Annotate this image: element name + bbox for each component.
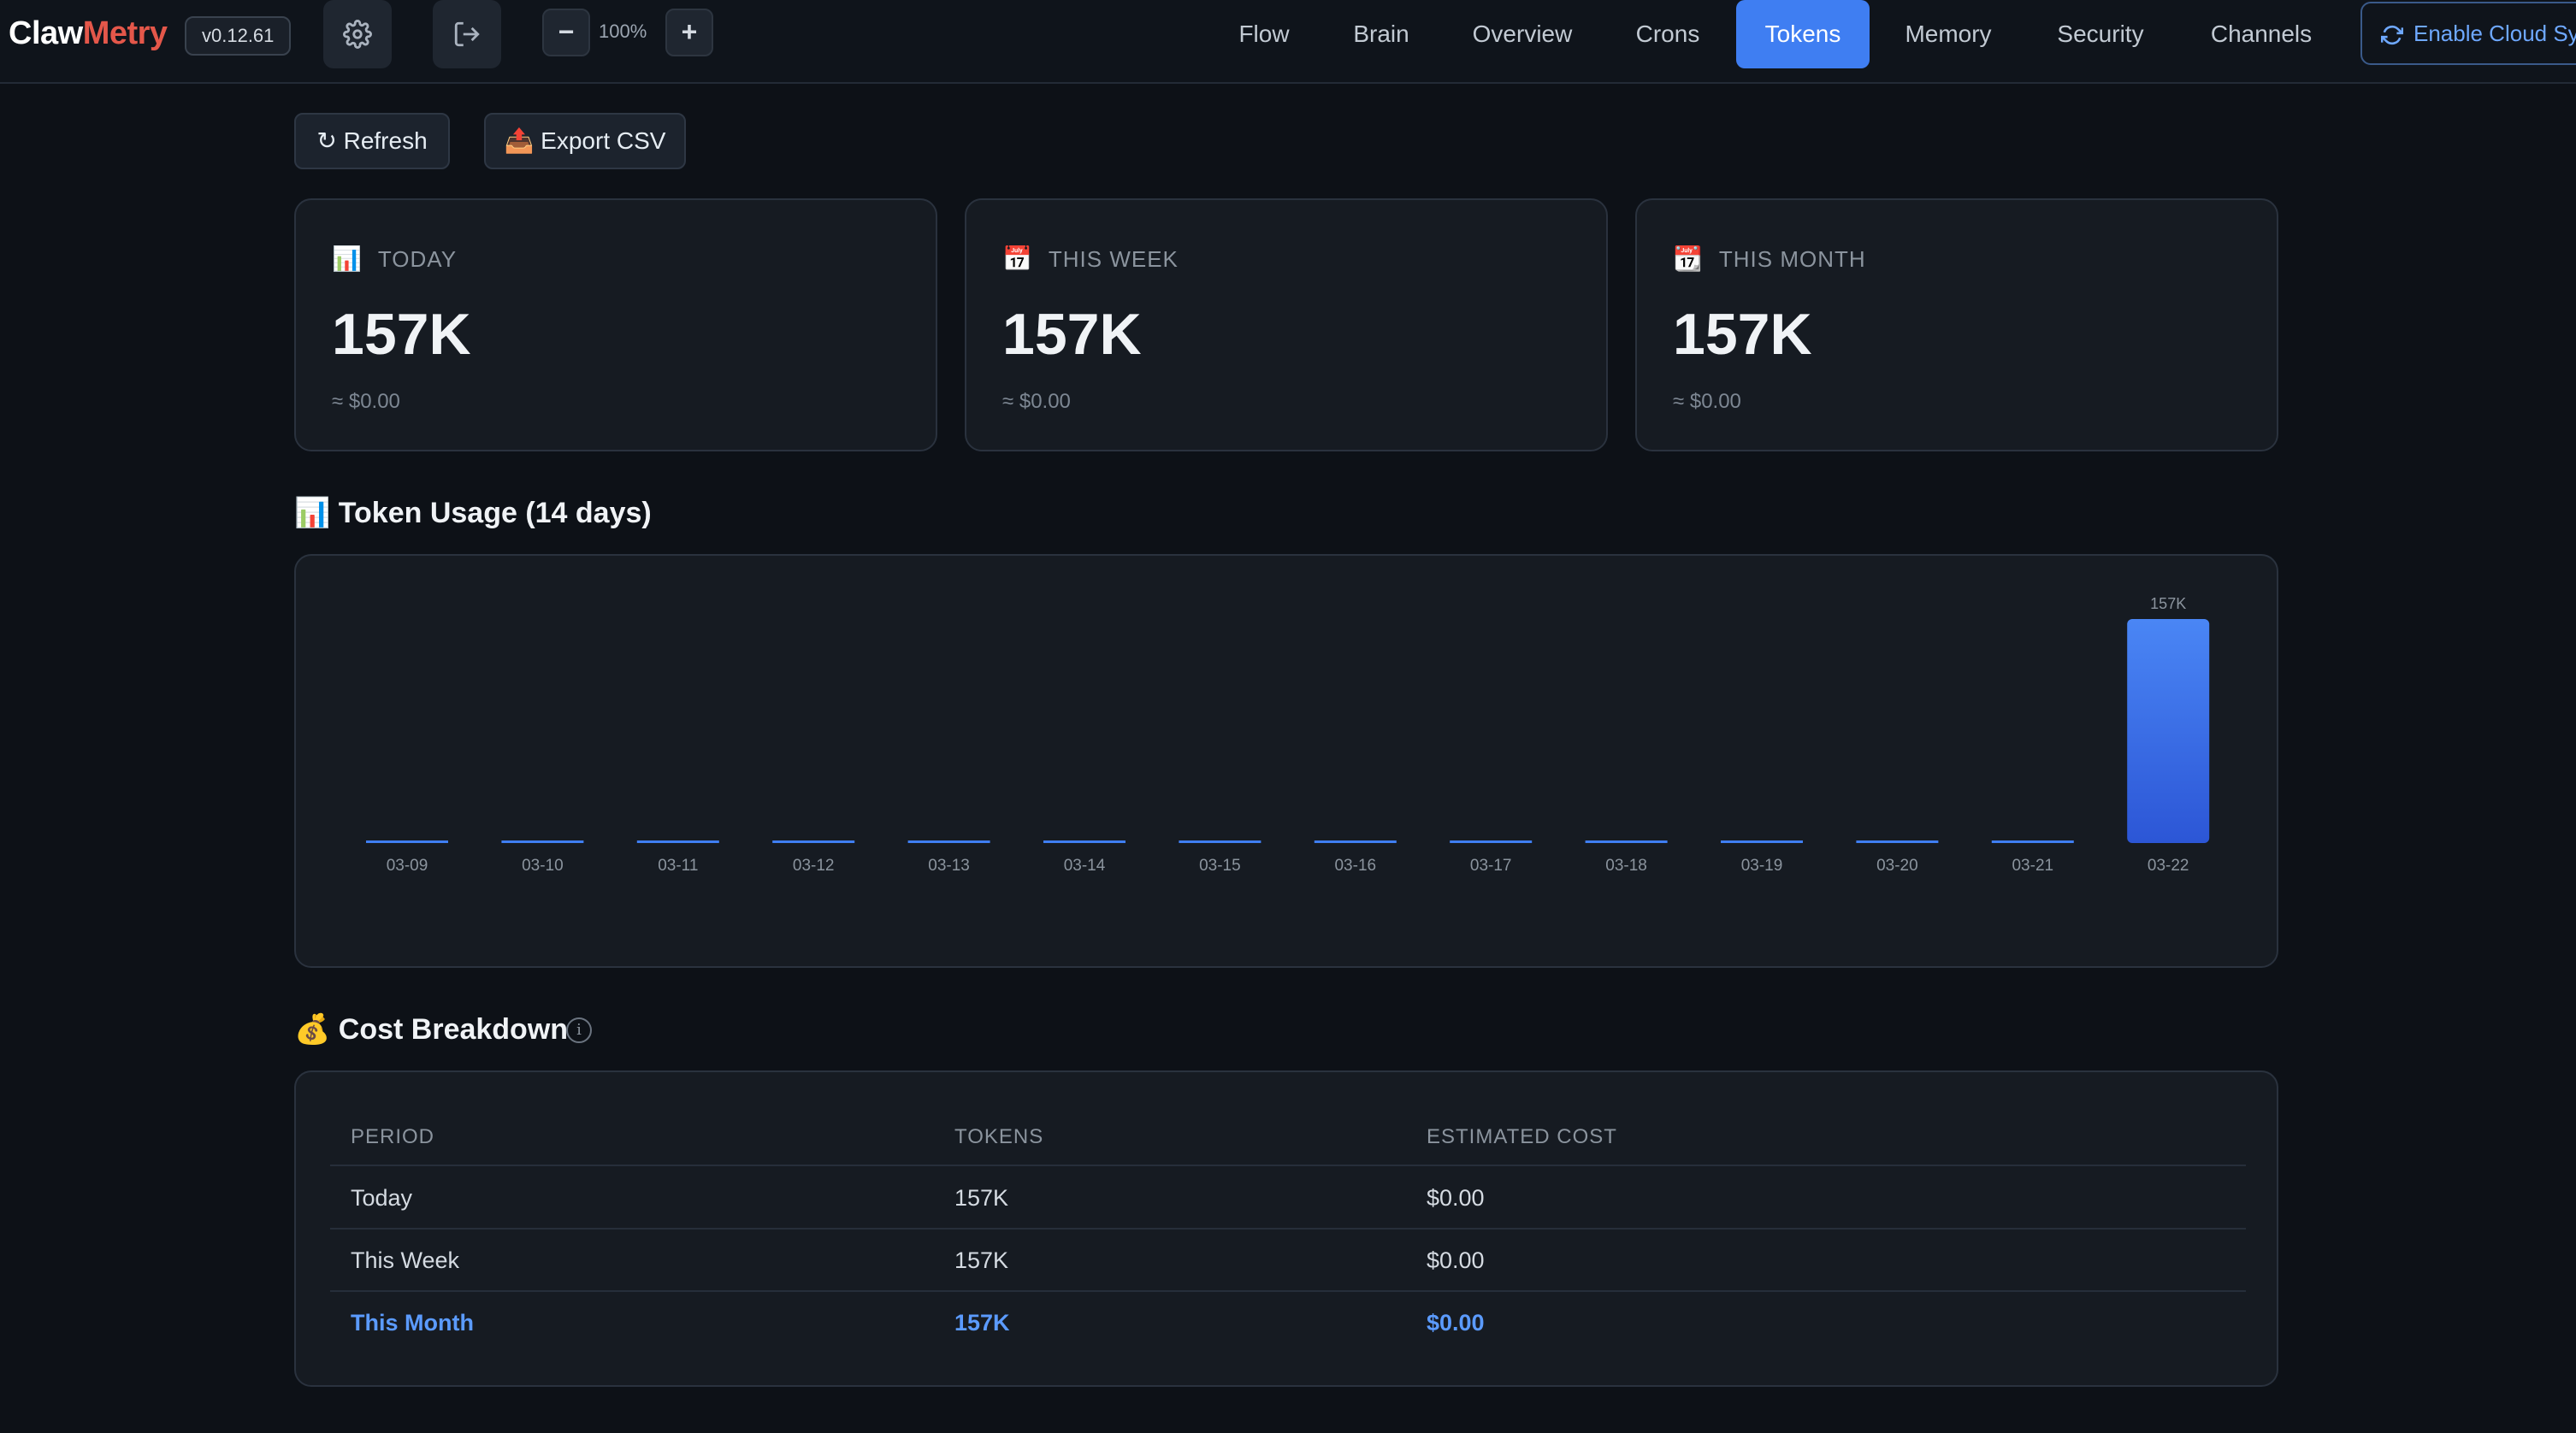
chart-bar-03-14 [1043, 840, 1126, 843]
chart-x-tick-label: 03-17 [1470, 857, 1512, 875]
chart-x-tick-label: 03-13 [928, 857, 970, 875]
stat-card-value: 157K [1002, 302, 1142, 367]
chart-bar-03-15 [1179, 840, 1261, 843]
stat-card-header: 📆 THIS MONTH [1673, 245, 1866, 273]
stat-card-this-week: 📅 THIS WEEK 157K ≈ $0.00 [965, 198, 1608, 451]
chart-x-tick-label: 03-22 [2148, 857, 2189, 875]
export-csv-button[interactable]: 📤 Export CSV [484, 113, 686, 169]
chart-bar-03-21 [1991, 840, 2074, 843]
table-cell-tokens: 157K [954, 1247, 1009, 1273]
logo-text-claw: Claw [9, 15, 83, 51]
chart-bar-03-17 [1450, 840, 1533, 843]
table-cell-cost: $0.00 [1427, 1185, 1485, 1211]
gear-icon [343, 20, 372, 49]
table-cell-cost: $0.00 [1427, 1310, 1485, 1336]
chart-x-tick-label: 03-16 [1334, 857, 1376, 875]
chart-bar-03-09 [366, 840, 448, 843]
table-divider [330, 1228, 2246, 1230]
chart-bar-03-11 [636, 840, 719, 843]
chart-bar-03-22 [2127, 619, 2210, 843]
token-usage-chart: 03-09 03-10 03-11 03-12 03-13 03-14 03-15 03-16… [294, 554, 2278, 968]
chart-bar-03-13 [907, 840, 990, 843]
sync-icon [2381, 25, 2403, 45]
stat-card-today: 📊 TODAY 157K ≈ $0.00 [294, 198, 937, 451]
logo-text-metry: Metry [82, 15, 168, 51]
column-header-estimated-cost: ESTIMATED COST [1427, 1125, 1617, 1148]
tab-channels[interactable]: Channels [2210, 21, 2313, 47]
stat-card-cost: ≈ $0.00 [332, 390, 400, 413]
zoom-in-button[interactable]: + [665, 9, 713, 56]
table-cell-period: This Week [351, 1247, 460, 1273]
chart-x-tick-label: 03-12 [793, 857, 835, 875]
chart-x-tick-label: 03-14 [1064, 857, 1106, 875]
stat-card-cost: ≈ $0.00 [1673, 390, 1741, 413]
stat-card-header: 📅 THIS WEEK [1002, 245, 1179, 273]
stat-card-value: 157K [332, 302, 471, 367]
calendar-icon: 📅 [1002, 245, 1033, 272]
cost-breakdown-table: PERIOD TOKENS ESTIMATED COST Today 157K … [294, 1070, 2278, 1387]
table-cell-tokens: 157K [954, 1310, 1010, 1336]
stat-card-label: TODAY [377, 246, 458, 272]
tab-tokens[interactable]: Tokens [1736, 0, 1870, 68]
chart-bar-03-19 [1721, 840, 1803, 843]
zoom-out-button[interactable]: − [542, 9, 590, 56]
calendar-month-icon: 📆 [1673, 245, 1704, 272]
token-usage-title: 📊 Token Usage (14 days) [294, 497, 652, 529]
column-header-period: PERIOD [351, 1125, 435, 1148]
token-usage-bar-chart: 03-09 03-10 03-11 03-12 03-13 03-14 03-15 03-16… [366, 595, 2210, 875]
stat-card-value: 157K [1673, 302, 1812, 367]
table-cell-period: Today [351, 1185, 413, 1211]
top-bar: ClawMetry v0.12.61 − 100% + Flow Brain O… [0, 0, 2576, 84]
zoom-level: 100% [599, 21, 647, 42]
table-divider [330, 1165, 2246, 1166]
chart-x-tick-label: 03-20 [1876, 857, 1918, 875]
settings-button[interactable] [323, 0, 392, 68]
tab-security[interactable]: Security [2057, 21, 2144, 47]
tab-memory[interactable]: Memory [1905, 21, 1992, 47]
version-badge: v0.12.61 [185, 16, 292, 56]
chart-x-tick-label: 03-19 [1741, 857, 1783, 875]
cloud-sync-label: Enable Cloud Sync [2414, 21, 2576, 46]
stat-card-this-month: 📆 THIS MONTH 157K ≈ $0.00 [1635, 198, 2278, 451]
chart-bar-03-16 [1314, 840, 1397, 843]
stat-card-cost: ≈ $0.00 [1002, 390, 1071, 413]
table-cell-cost: $0.00 [1427, 1247, 1485, 1273]
tab-brain[interactable]: Brain [1353, 21, 1409, 47]
tab-crons[interactable]: Crons [1635, 21, 1700, 47]
tab-flow[interactable]: Flow [1238, 21, 1290, 47]
chart-x-tick-label: 03-15 [1199, 857, 1241, 875]
logout-button[interactable] [433, 0, 501, 68]
chart-data-label: 157K [2150, 595, 2186, 612]
info-icon[interactable]: i [566, 1017, 592, 1043]
chart-bar-03-18 [1585, 840, 1668, 843]
stat-card-header: 📊 TODAY [332, 245, 457, 273]
stat-card-label: THIS WEEK [1048, 246, 1179, 272]
chart-x-tick-label: 03-11 [658, 857, 698, 875]
chart-bar-03-12 [772, 840, 855, 843]
tab-overview[interactable]: Overview [1472, 21, 1573, 47]
chart-x-tick-label: 03-09 [387, 857, 428, 875]
table-cell-period: This Month [351, 1310, 474, 1336]
refresh-button[interactable]: ↻ Refresh [294, 113, 450, 169]
chart-bar-03-20 [1856, 840, 1939, 843]
table-divider [330, 1290, 2246, 1292]
chart-x-tick-label: 03-21 [2012, 857, 2053, 875]
table-cell-tokens: 157K [954, 1185, 1009, 1211]
cost-breakdown-title: 💰 Cost Breakdown [294, 1013, 569, 1046]
column-header-tokens: TOKENS [954, 1125, 1044, 1148]
app-logo[interactable]: ClawMetry [9, 15, 168, 52]
logout-icon [454, 21, 480, 47]
enable-cloud-sync-button[interactable]: Enable Cloud Sync [2360, 2, 2576, 65]
chart-x-tick-label: 03-18 [1605, 857, 1647, 875]
chart-x-tick-label: 03-10 [522, 857, 564, 875]
bar-chart-icon: 📊 [332, 245, 363, 272]
chart-bar-03-10 [501, 840, 584, 843]
stat-card-label: THIS MONTH [1718, 246, 1866, 272]
